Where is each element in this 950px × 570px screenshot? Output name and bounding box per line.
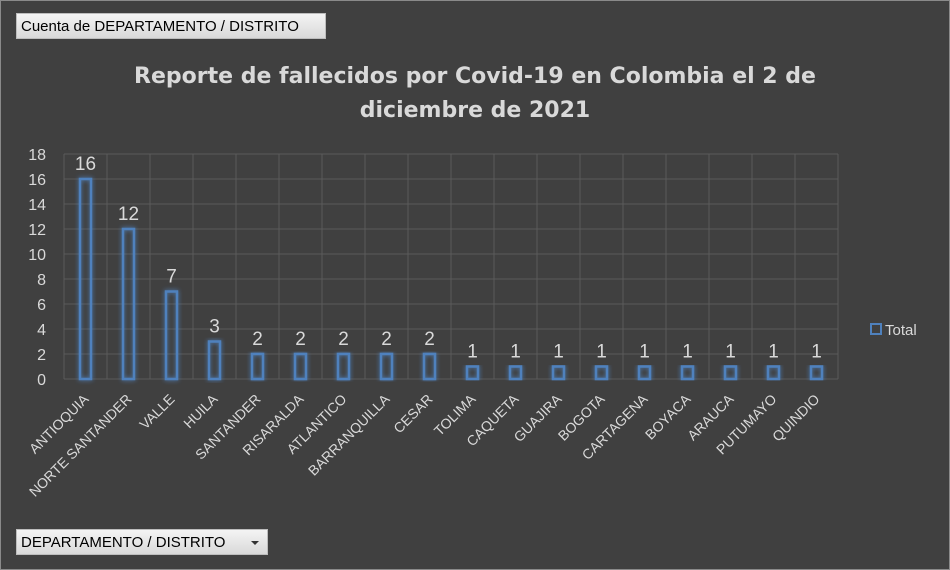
data-label: 7 bbox=[166, 267, 177, 288]
data-label: 1 bbox=[639, 342, 650, 363]
bar[interactable] bbox=[78, 177, 93, 381]
data-label: 1 bbox=[510, 342, 521, 363]
x-tick-label: CESAR bbox=[390, 391, 435, 436]
bar[interactable] bbox=[508, 365, 523, 381]
value-field-button[interactable]: Cuenta de DEPARTAMENTO / DISTRITO bbox=[16, 13, 326, 39]
data-label: 2 bbox=[338, 329, 349, 350]
bar[interactable] bbox=[680, 365, 695, 381]
data-label: 3 bbox=[209, 317, 220, 338]
bar[interactable] bbox=[207, 340, 222, 381]
bar[interactable] bbox=[164, 290, 179, 381]
y-tick-label: 2 bbox=[37, 347, 46, 364]
legend-swatch bbox=[870, 323, 882, 335]
data-label: 1 bbox=[596, 342, 607, 363]
y-tick-label: 14 bbox=[28, 197, 46, 214]
y-tick-label: 18 bbox=[28, 147, 46, 164]
axis-field-dropdown[interactable]: DEPARTAMENTO / DISTRITO bbox=[16, 529, 268, 555]
legend[interactable]: Total bbox=[870, 322, 917, 339]
x-tick-label: GUAJIRA bbox=[510, 390, 565, 445]
data-label: 1 bbox=[725, 342, 736, 363]
bar[interactable] bbox=[766, 365, 781, 381]
bar[interactable] bbox=[465, 365, 480, 381]
y-tick-label: 10 bbox=[28, 247, 46, 264]
data-label: 1 bbox=[811, 342, 822, 363]
x-tick-label: BARRANQUILLA bbox=[305, 390, 393, 478]
data-labels: 16 12 7 3 2 2 2 2 2 1 1 1 1 1 1 1 1 1 bbox=[75, 154, 822, 363]
bar[interactable] bbox=[809, 365, 824, 381]
bar[interactable] bbox=[250, 352, 265, 381]
x-tick-label: QUINDIO bbox=[769, 391, 823, 445]
bar[interactable] bbox=[121, 227, 136, 381]
value-field-label: Cuenta de DEPARTAMENTO / DISTRITO bbox=[21, 18, 299, 35]
y-tick-label: 6 bbox=[37, 297, 46, 314]
bar[interactable] bbox=[723, 365, 738, 381]
chevron-down-icon[interactable] bbox=[251, 541, 259, 545]
bar[interactable] bbox=[379, 352, 394, 381]
bar[interactable] bbox=[594, 365, 609, 381]
chart-title: Reporte de fallecidos por Covid-19 en Co… bbox=[100, 60, 850, 128]
data-label: 1 bbox=[467, 342, 478, 363]
data-label: 1 bbox=[553, 342, 564, 363]
chart-title-line-2: diciembre de 2021 bbox=[359, 98, 591, 123]
data-label: 2 bbox=[424, 329, 435, 350]
y-tick-label: 8 bbox=[37, 272, 46, 289]
y-tick-label: 16 bbox=[28, 172, 46, 189]
x-tick-label: VALLE bbox=[136, 391, 177, 432]
x-tick-label: HUILA bbox=[180, 390, 221, 431]
y-tick-label: 0 bbox=[37, 372, 46, 389]
y-tick-label: 4 bbox=[37, 322, 46, 339]
bar[interactable] bbox=[293, 352, 308, 381]
bar[interactable] bbox=[551, 365, 566, 381]
legend-label: Total bbox=[885, 322, 917, 339]
y-tick-label: 12 bbox=[28, 222, 46, 239]
data-label: 12 bbox=[118, 204, 139, 225]
bar[interactable] bbox=[336, 352, 351, 381]
data-label: 2 bbox=[252, 329, 263, 350]
bar[interactable] bbox=[637, 365, 652, 381]
data-label: 1 bbox=[768, 342, 779, 363]
axis-field-label: DEPARTAMENTO / DISTRITO bbox=[21, 534, 226, 551]
y-axis-tick-labels: 0 2 4 6 8 10 12 14 16 18 bbox=[28, 147, 46, 389]
data-label: 16 bbox=[75, 154, 96, 175]
bars bbox=[78, 177, 824, 381]
data-label: 2 bbox=[381, 329, 392, 350]
chart-title-line-1: Reporte de fallecidos por Covid-19 en Co… bbox=[134, 64, 816, 89]
data-label: 2 bbox=[295, 329, 306, 350]
data-label: 1 bbox=[682, 342, 693, 363]
bar[interactable] bbox=[422, 352, 437, 381]
gridlines bbox=[63, 153, 839, 380]
